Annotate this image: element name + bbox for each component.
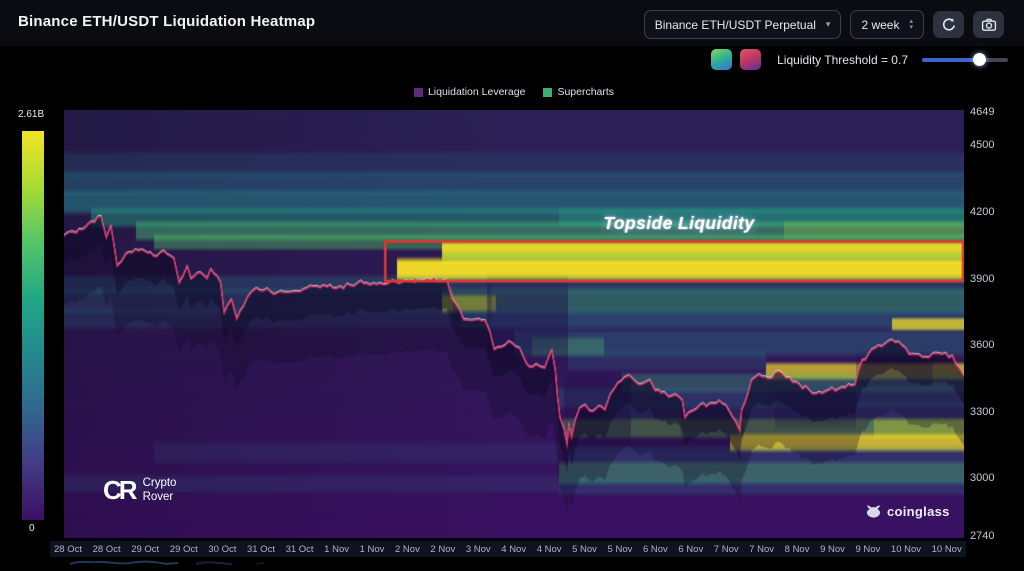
x-axis-label: 9 Nov <box>820 543 845 555</box>
x-axis-label: 29 Oct <box>131 543 160 555</box>
crypto-rover-line1: Crypto <box>142 477 177 490</box>
y-axis-label: 2740 <box>970 529 995 542</box>
bull-icon <box>866 505 881 518</box>
y-axis-label: 4200 <box>970 206 995 218</box>
crypto-rover-mark: CR <box>103 475 138 505</box>
x-axis-label: 1 Nov <box>324 543 349 555</box>
x-axis-label: 1 Nov <box>359 543 385 555</box>
x-axis-label: 10 Nov <box>931 543 962 555</box>
refresh-button[interactable] <box>933 11 964 38</box>
x-axis-label: 10 Nov <box>890 543 922 555</box>
heatmap-palette-swatch-green[interactable] <box>711 49 733 70</box>
legend-label: Liquidation Leverage <box>427 86 526 98</box>
x-axis-label: 6 Nov <box>678 543 704 555</box>
x-axis-label: 7 Nov <box>713 543 739 555</box>
colorbar-min-label: 0 <box>29 523 35 534</box>
slider-fill <box>922 57 980 62</box>
slider-handle[interactable] <box>972 52 986 66</box>
step-down-icon[interactable]: ▾ <box>909 23 913 31</box>
x-axis-label: 4 Nov <box>536 543 562 555</box>
x-axis-label: 8 Nov <box>784 543 810 555</box>
symbol-select-value: Binance ETH/USDT Perpetual <box>654 17 816 32</box>
heatmap-palette-swatch-red[interactable] <box>740 49 762 70</box>
y-axis-label: 3900 <box>970 272 995 285</box>
coinglass-label: coinglass <box>887 504 950 519</box>
y-axis-label: 4649 <box>970 106 995 119</box>
coinglass-logo: coinglass <box>866 504 950 519</box>
camera-icon <box>981 18 996 31</box>
x-axis-label: 30 Oct <box>208 543 237 555</box>
legend-swatch-green <box>543 87 553 97</box>
crypto-rover-logo: CR Crypto Rover <box>103 475 176 506</box>
x-axis-label: 9 Nov <box>855 543 881 555</box>
x-axis-label: 28 Oct <box>54 543 82 555</box>
timeframe-value: 2 week <box>861 17 900 32</box>
x-axis-label: 5 Nov <box>572 543 597 555</box>
chevron-down-icon: ▾ <box>825 19 831 29</box>
timeframe-select[interactable]: 2 week ▴ ▾ <box>850 10 924 39</box>
chart-legend: Liquidation Leverage Supercharts <box>64 86 964 98</box>
page-title: Binance ETH/USDT Liquidation Heatmap <box>18 13 316 30</box>
threshold-row: Liquidity Threshold = 0.7 <box>711 49 1008 70</box>
y-axis: 4649 4500 4200 3900 3600 3300 3000 2740 <box>970 106 1022 541</box>
x-axis-label: 4 Nov <box>501 543 527 555</box>
screenshot-button[interactable] <box>973 11 1004 38</box>
x-axis: 28 Oct 28 Oct 29 Oct 29 Oct 30 Oct 31 Oct 31 O… <box>50 541 966 557</box>
nav-sparkline <box>69 560 265 566</box>
x-axis-label: 31 Oct <box>246 543 275 555</box>
crypto-rover-line2: Rover <box>142 490 174 503</box>
heatmap-canvas[interactable] <box>64 110 964 538</box>
x-axis-label: 3 Nov <box>465 543 491 555</box>
legend-swatch-purple <box>413 87 423 97</box>
legend-item-supercharts[interactable]: Supercharts <box>543 86 614 98</box>
x-axis-label: 7 Nov <box>749 543 775 555</box>
colorbar-max-label: 2.61B <box>18 109 45 120</box>
refresh-icon <box>942 17 955 31</box>
legend-item-liquidation-leverage[interactable]: Liquidation Leverage <box>413 86 526 98</box>
y-axis-label: 4500 <box>970 139 995 152</box>
timeframe-stepper[interactable]: ▴ ▾ <box>909 17 913 31</box>
step-up-icon[interactable]: ▴ <box>909 17 913 25</box>
x-axis-label: 29 Oct <box>169 543 198 555</box>
y-axis-label: 3000 <box>970 472 995 485</box>
x-axis-label: 31 Oct <box>285 543 314 555</box>
x-axis-label: 5 Nov <box>607 543 633 555</box>
annotation-topside-liquidity: Topside Liquidity <box>603 213 755 233</box>
y-axis-label: 3300 <box>970 405 995 418</box>
liquidity-threshold-slider[interactable] <box>922 52 1008 67</box>
x-axis-label: 6 Nov <box>642 543 668 555</box>
header-controls: Binance ETH/USDT Perpetual ▾ 2 week ▴ ▾ <box>643 10 1004 39</box>
symbol-select[interactable]: Binance ETH/USDT Perpetual ▾ <box>643 10 842 39</box>
colorbar <box>22 131 44 520</box>
liquidity-threshold-label: Liquidity Threshold = 0.7 <box>777 52 908 67</box>
x-axis-label: 2 Nov <box>395 543 420 555</box>
legend-label: Supercharts <box>557 86 615 98</box>
x-axis-label: 2 Nov <box>430 543 456 555</box>
page-header: Binance ETH/USDT Liquidation Heatmap Bin… <box>0 0 1024 46</box>
x-axis-label: 28 Oct <box>92 543 121 555</box>
y-axis-label: 3600 <box>970 339 995 352</box>
